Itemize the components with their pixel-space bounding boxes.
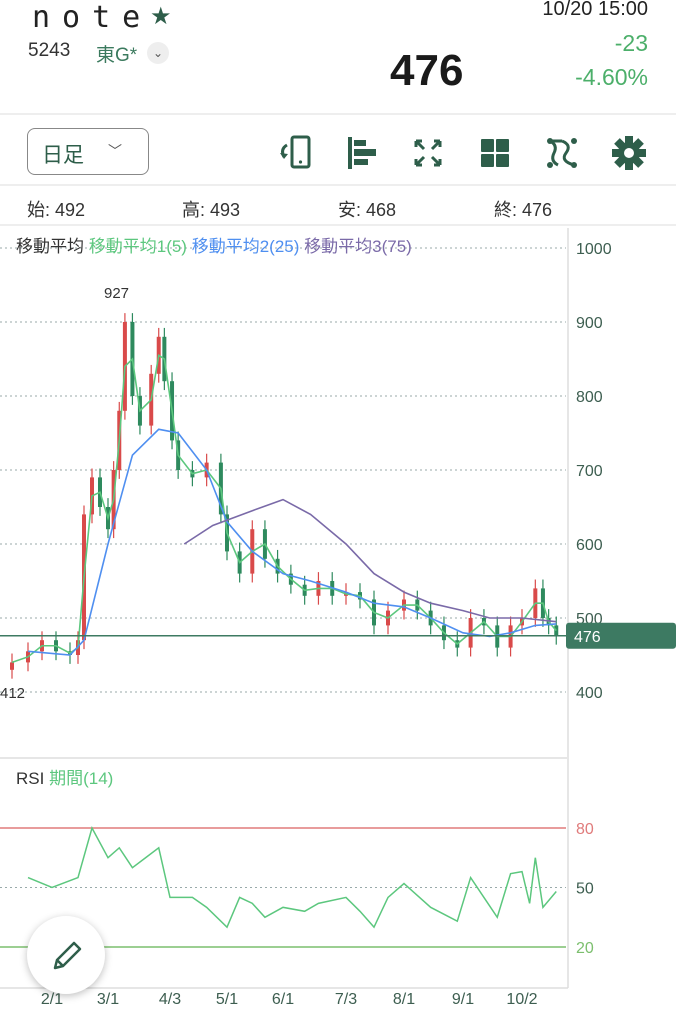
rsi-line: [27, 826, 557, 929]
high-value: 高: 493: [182, 200, 241, 220]
legend-title: 移動平均: [16, 237, 84, 256]
pencil-icon: [53, 941, 82, 970]
rsi-level-label: 20: [576, 940, 594, 957]
legend-ma2: 移動平均2(25): [191, 237, 300, 256]
rsi-level-label: 80: [576, 821, 594, 838]
x-tick-label: 3/1: [97, 991, 119, 1008]
last-price-tag: [566, 622, 676, 649]
min-price-label: 412: [0, 685, 25, 702]
x-tick-label: 4/3: [159, 991, 181, 1008]
x-tick-label: 10/2: [506, 991, 537, 1008]
y-tick-label: 700: [576, 463, 603, 480]
x-tick-label: 9/1: [452, 991, 474, 1008]
chevron-down-icon: ﹀: [108, 143, 122, 159]
close-value: 終: 476: [494, 200, 553, 220]
fullscreen-icon[interactable]: [408, 133, 448, 173]
price-change: -23: [614, 30, 648, 56]
rsi-legend: RSI 期間(14): [16, 764, 113, 789]
timestamp: 10/20 15:00: [542, 0, 648, 20]
star-icon[interactable]: ★: [150, 3, 172, 30]
stock-name: note: [32, 0, 153, 35]
legend-ma3: 移動平均3(75): [304, 237, 412, 256]
grid-layout-icon[interactable]: [475, 133, 515, 173]
y-tick-label: 1000: [576, 241, 612, 258]
open-value: 始: 492: [27, 200, 86, 220]
current-price: 476: [390, 46, 464, 95]
ma3-line: [183, 498, 557, 623]
candle-body: [10, 662, 14, 670]
rsi-period: 期間(14): [49, 769, 114, 788]
chart-draw-icon[interactable]: [542, 133, 582, 173]
market-label: 東G*: [96, 45, 138, 66]
x-tick-label: 7/3: [335, 991, 357, 1008]
y-tick-label: 600: [576, 537, 603, 554]
rotate-phone-icon[interactable]: [276, 133, 316, 173]
divider: [0, 113, 676, 115]
y-tick-label: 800: [576, 389, 603, 406]
y-tick-label: 900: [576, 315, 603, 332]
chevron-down-icon[interactable]: ⌄: [147, 42, 169, 64]
x-tick-label: 6/1: [272, 991, 294, 1008]
x-tick-label: 2/1: [41, 991, 63, 1008]
last-price-label: 476: [574, 629, 601, 646]
stock-code: 5243: [28, 40, 71, 61]
divider: [0, 184, 676, 186]
ma2-line: [27, 428, 557, 656]
x-tick-label: 5/1: [216, 991, 238, 1008]
x-tick-label: 8/1: [393, 991, 415, 1008]
rsi-level-label: 50: [576, 881, 594, 898]
low-value: 安: 468: [338, 200, 397, 220]
edit-button[interactable]: [27, 916, 105, 994]
legend-ma1: 移動平均1(5): [88, 237, 187, 256]
y-tick-label: 400: [576, 685, 603, 702]
ma1-line: [11, 353, 557, 664]
gear-icon[interactable]: [609, 133, 649, 173]
rsi-title: RSI: [16, 769, 45, 788]
ma-legend: 移動平均 移動平均1(5) 移動平均2(25) 移動平均3(75): [16, 232, 412, 257]
divider: [0, 224, 676, 226]
period-select[interactable]: 日足 ﹀: [27, 128, 149, 175]
period-label: 日足: [42, 144, 84, 167]
max-price-label: 927: [104, 285, 129, 302]
align-left-icon[interactable]: [342, 133, 382, 173]
price-change-percent: -4.60%: [575, 64, 648, 90]
